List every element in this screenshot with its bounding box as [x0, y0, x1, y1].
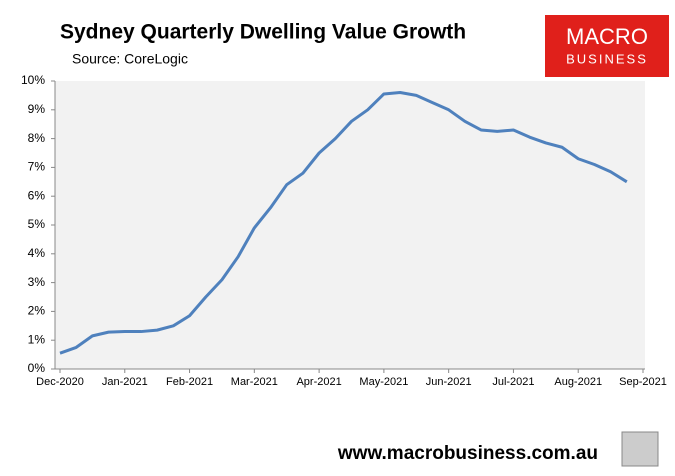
line-series: [59, 91, 628, 355]
y-tick-label: 10%: [21, 73, 45, 87]
x-tick-label: Sep-2021: [619, 376, 667, 388]
chart-title: Sydney Quarterly Dwelling Value Growth: [60, 21, 466, 44]
logo-text: BUSINESS: [566, 51, 648, 66]
y-tick-label: 3%: [28, 275, 46, 289]
y-tick-label: 4%: [28, 246, 46, 260]
y-tick-label: 9%: [28, 102, 46, 116]
logo-text: MACRO: [566, 24, 648, 49]
x-tick-label: Apr-2021: [296, 376, 341, 388]
y-tick-label: 0%: [28, 361, 46, 375]
x-tick-label: Mar-2021: [231, 376, 278, 388]
x-tick-label: Jan-2021: [102, 376, 148, 388]
y-tick-label: 7%: [28, 160, 46, 174]
x-tick-label: Dec-2020: [36, 376, 84, 388]
plot-area: [55, 81, 645, 369]
y-tick-label: 2%: [28, 304, 46, 318]
chart-subtitle: Source: CoreLogic: [72, 51, 188, 67]
y-tick-label: 1%: [28, 332, 46, 346]
x-tick-label: Jul-2021: [492, 376, 534, 388]
footer: www.macrobusiness.com.au: [337, 443, 598, 464]
x-tick-label: Jun-2021: [426, 376, 472, 388]
logo-box: [545, 15, 669, 77]
x-tick-label: Aug-2021: [554, 376, 602, 388]
x-tick-label: Feb-2021: [166, 376, 213, 388]
x-tick-label: May-2021: [359, 376, 408, 388]
y-tick-label: 8%: [28, 131, 46, 145]
logo-icon: [621, 431, 659, 467]
y-tick-label: 6%: [28, 188, 46, 202]
y-tick-label: 5%: [28, 217, 46, 231]
